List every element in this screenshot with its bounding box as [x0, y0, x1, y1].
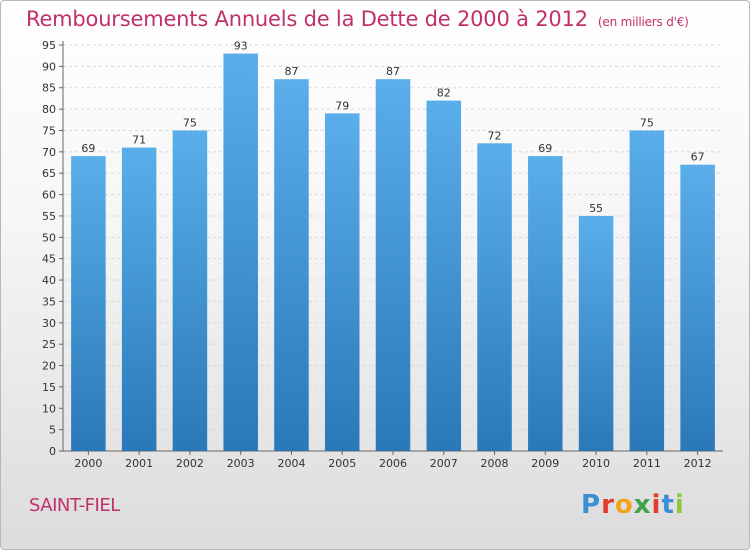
y-tick-label: 85: [42, 82, 56, 95]
value-label: 75: [640, 116, 654, 129]
bars: [71, 53, 715, 452]
chart-title-main: Remboursements Annuels de la Dette de 20…: [26, 7, 588, 31]
bar: [71, 156, 106, 451]
y-tick-label: 15: [42, 381, 56, 394]
chart-title: Remboursements Annuels de la Dette de 20…: [26, 7, 689, 31]
value-label: 72: [488, 129, 502, 142]
y-tick-label: 30: [42, 317, 56, 330]
x-tick-label: 2011: [633, 457, 661, 470]
x-tick-label: 2000: [74, 457, 102, 470]
y-tick-label: 10: [42, 402, 56, 415]
x-tick-label: 2003: [227, 457, 255, 470]
y-tick-label: 70: [42, 146, 56, 159]
x-tick-labels: 2000 2001 2002 2003 2004 2005 2006 2007 2008 2009…: [74, 451, 712, 470]
logo-letter: o: [614, 490, 634, 520]
value-label: 69: [81, 142, 95, 155]
y-tick-label: 75: [42, 124, 56, 137]
y-tick-label: 55: [42, 210, 56, 223]
x-tick-label: 2001: [125, 457, 153, 470]
proxiti-logo: Proxiti: [581, 490, 685, 520]
x-tick-label: 2010: [582, 457, 610, 470]
y-tick-label: 25: [42, 338, 56, 351]
value-label: 93: [234, 40, 248, 53]
logo-letter: i: [674, 490, 685, 520]
x-tick-label: 2005: [328, 457, 356, 470]
x-tick-label: 2004: [277, 457, 305, 470]
city-name: SAINT-FIEL: [29, 495, 120, 516]
y-tick-label: 95: [42, 39, 56, 52]
x-tick-label: 2007: [430, 457, 458, 470]
bar: [375, 79, 411, 451]
y-tick-labels: 0 5 10 15 20 25 30 35 40 45 50 55 60 65 70 75 80 85 90 95: [42, 39, 56, 458]
y-tick-label: 65: [42, 167, 56, 180]
value-labels: 69 71 75 93 87 79 87 82 72 69 55 75 67: [81, 40, 704, 215]
value-label: 79: [335, 99, 349, 112]
value-label: 75: [183, 116, 197, 129]
logo-letter: i: [651, 490, 662, 520]
y-tick-label: 80: [42, 103, 56, 116]
value-label: 71: [132, 134, 146, 147]
y-tick-label: 35: [42, 295, 56, 308]
value-label: 69: [538, 142, 552, 155]
x-tick-label: 2006: [379, 457, 407, 470]
y-tick-label: 50: [42, 231, 56, 244]
value-label: 67: [691, 151, 705, 164]
bar: [629, 130, 665, 451]
y-tick-label: 20: [42, 360, 56, 373]
value-label: 55: [589, 202, 603, 215]
logo-letter: t: [661, 490, 675, 520]
logo-letter: P: [581, 490, 602, 520]
bar: [172, 130, 208, 451]
x-tick-label: 2002: [176, 457, 204, 470]
bar: [680, 164, 715, 452]
y-tick-label: 90: [42, 60, 56, 73]
y-tick-label: 60: [42, 189, 56, 202]
x-tick-label: 2008: [481, 457, 509, 470]
bar: [528, 156, 563, 451]
bar: [223, 53, 258, 452]
y-tick-label: 5: [49, 424, 56, 437]
x-tick-label: 2009: [531, 457, 559, 470]
bar: [274, 79, 309, 451]
chart-title-unit: (en milliers d'€): [597, 15, 689, 29]
bar: [477, 143, 512, 451]
bar: [121, 147, 157, 451]
value-label: 82: [437, 87, 451, 100]
bar: [578, 215, 614, 451]
x-tick-label: 2012: [684, 457, 712, 470]
value-label: 87: [284, 65, 298, 78]
bar: [324, 113, 360, 452]
y-tick-label: 45: [42, 253, 56, 266]
bar: [426, 100, 462, 451]
y-tick-label: 40: [42, 274, 56, 287]
logo-letter: x: [633, 490, 652, 520]
logo-letter: r: [601, 490, 615, 520]
value-label: 87: [386, 65, 400, 78]
y-tick-label: 0: [49, 445, 56, 458]
